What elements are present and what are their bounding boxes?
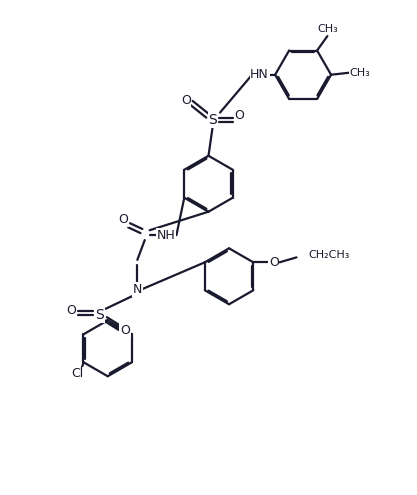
Text: S: S — [95, 308, 104, 322]
Text: O: O — [181, 94, 191, 107]
Text: CH₃: CH₃ — [317, 24, 338, 34]
Text: O: O — [269, 256, 279, 269]
Text: O: O — [120, 324, 130, 337]
Text: Cl: Cl — [71, 367, 83, 380]
Text: CH₃: CH₃ — [349, 68, 370, 78]
Text: N: N — [133, 283, 142, 296]
Text: S: S — [208, 113, 217, 127]
Text: HN: HN — [250, 68, 269, 81]
Text: CH₂CH₃: CH₂CH₃ — [309, 250, 350, 260]
Text: O: O — [67, 303, 76, 316]
Text: O: O — [118, 213, 128, 226]
Text: O: O — [234, 109, 244, 122]
Text: NH: NH — [157, 229, 176, 242]
